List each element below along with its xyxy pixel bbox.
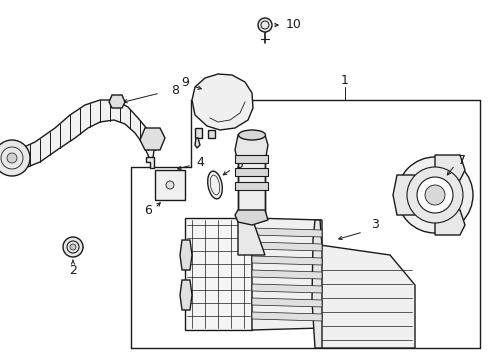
Circle shape [63,237,83,257]
Polygon shape [251,298,321,307]
Polygon shape [109,95,125,108]
Text: 4: 4 [196,156,203,168]
Polygon shape [238,142,264,255]
Polygon shape [180,240,192,270]
Polygon shape [207,130,215,138]
Circle shape [258,18,271,32]
Circle shape [0,140,30,176]
Polygon shape [434,155,464,180]
Polygon shape [184,218,251,330]
Polygon shape [155,170,184,200]
Ellipse shape [238,130,265,140]
Circle shape [424,185,444,205]
Polygon shape [251,228,321,237]
Polygon shape [251,284,321,293]
Polygon shape [235,135,267,162]
Polygon shape [192,74,252,130]
Ellipse shape [207,171,222,199]
Text: 10: 10 [285,18,301,31]
Polygon shape [392,175,414,215]
Polygon shape [311,220,321,348]
Circle shape [70,244,76,250]
Text: 3: 3 [370,219,378,231]
Polygon shape [235,155,267,163]
Polygon shape [140,128,164,150]
Polygon shape [319,245,414,348]
Polygon shape [235,168,267,176]
Text: 2: 2 [69,264,77,276]
Polygon shape [235,182,267,190]
Text: 6: 6 [144,203,152,216]
Circle shape [416,177,452,213]
Polygon shape [434,210,464,235]
Polygon shape [180,280,192,310]
Polygon shape [146,157,154,168]
Circle shape [7,153,17,163]
Polygon shape [251,242,321,251]
Text: 5: 5 [236,158,244,171]
Text: 1: 1 [340,73,348,86]
Polygon shape [195,138,200,148]
Text: 9: 9 [181,76,188,89]
Circle shape [406,167,462,223]
Text: 7: 7 [457,153,465,166]
Text: 8: 8 [171,84,179,96]
Polygon shape [195,128,202,138]
Polygon shape [235,210,267,225]
Circle shape [165,181,174,189]
Polygon shape [251,256,321,265]
Polygon shape [251,270,321,279]
Polygon shape [251,312,321,321]
Circle shape [396,157,472,233]
Polygon shape [14,100,155,168]
Polygon shape [251,218,321,330]
Polygon shape [238,218,264,255]
